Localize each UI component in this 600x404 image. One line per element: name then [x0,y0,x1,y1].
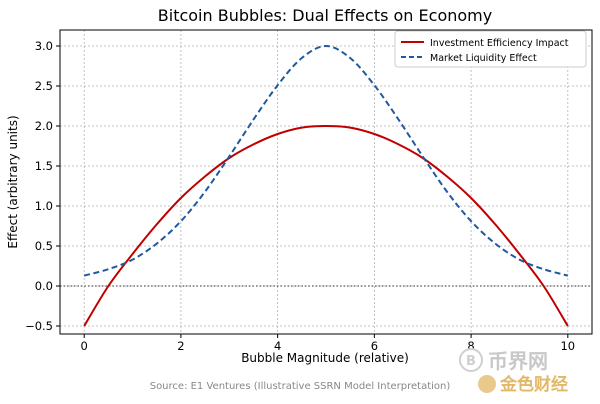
watermark-gold-icon [478,375,496,393]
y-tick-label: 0.0 [35,279,53,293]
x-tick-label: 0 [81,339,88,353]
x-tick-label: 8 [467,339,474,353]
y-tick-label: 3.0 [35,39,53,53]
series-line-liquidity [83,44,569,277]
x-tick-label: 6 [371,339,378,353]
y-tick-label: 2.5 [35,79,53,93]
legend-box [394,30,587,68]
watermark-text: 币界网 [488,349,548,373]
legend: Investment Efficiency Impact Market Liqu… [394,30,587,68]
watermark-logo: B 币界网 金色财经 [459,348,568,395]
svg-text:B: B [466,354,476,369]
legend-label-investment: Investment Efficiency Impact [430,38,569,49]
series-line-investment [83,124,569,327]
y-tick-label: −0.5 [25,319,53,333]
plot-frame [59,29,593,335]
watermark-logo-text: 金色财经 [499,374,568,395]
chart-title: Bitcoin Bubbles: Dual Effects on Economy [158,6,492,25]
y-axis-label: Effect (arbitrary units) [6,115,20,248]
grid [60,30,592,334]
watermark-coin-icon [459,348,483,372]
source-note: Source: E1 Ventures (Illustrative SSRN M… [149,381,451,392]
y-tick-label: 2.0 [35,119,53,133]
x-axis-label: Bubble Magnitude (relative) [241,351,409,365]
x-tick-label: 2 [177,339,184,353]
x-tick-label: 10 [560,339,575,353]
y-tick-label: 1.5 [35,159,53,173]
y-tick-label: 0.5 [35,239,53,253]
y-axis: −0.5 0.0 0.5 1.0 1.5 2.0 2.5 3.0 [25,39,60,333]
x-tick-label: 4 [274,339,281,353]
y-tick-label: 1.0 [35,199,53,213]
series-layer [83,44,569,327]
legend-label-liquidity: Market Liquidity Effect [430,53,537,64]
x-axis: 0 2 4 6 8 10 [81,334,575,353]
